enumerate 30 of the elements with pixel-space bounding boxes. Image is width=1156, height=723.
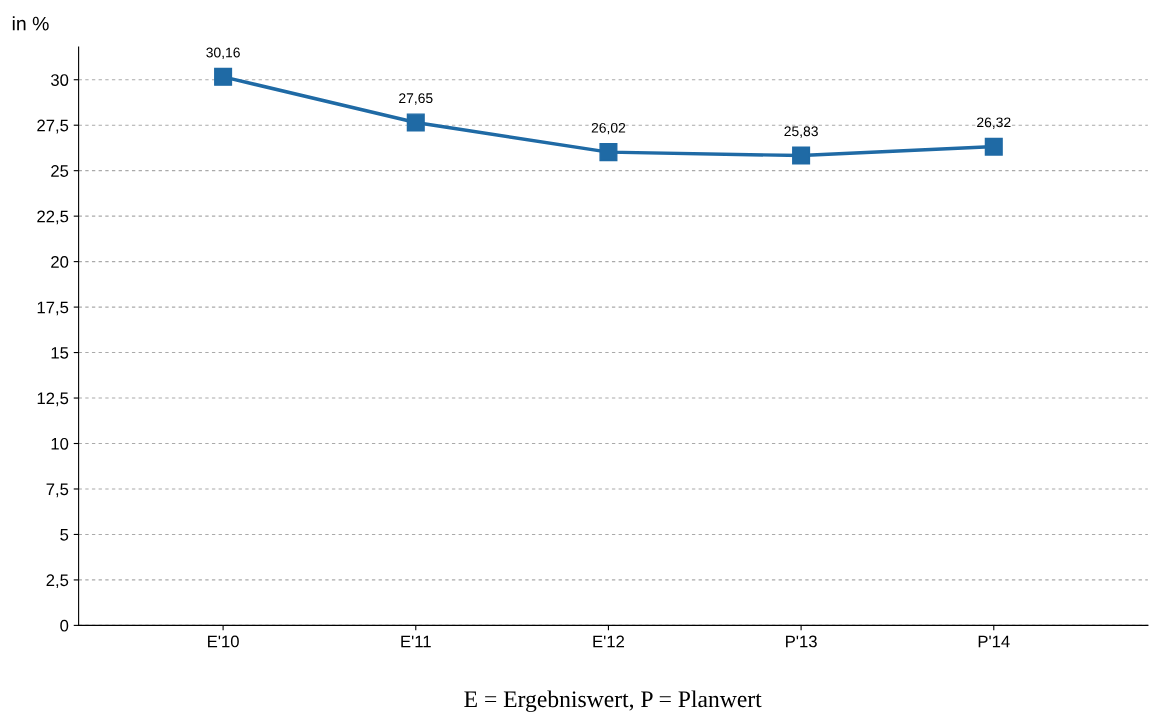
y-tick-label: 27,5 <box>37 119 69 134</box>
x-tick-label: E'11 <box>401 635 431 648</box>
x-tick-label: E'10 <box>208 635 239 648</box>
y-tick-label: 10 <box>51 437 69 450</box>
y-tick-label: 30 <box>50 74 69 86</box>
y-tick-label: 12,5 <box>37 392 69 407</box>
point <box>214 67 233 86</box>
x-tick-label: E'12 <box>593 635 625 648</box>
point <box>984 137 1003 156</box>
data-label: 27,65 <box>399 93 433 105</box>
point <box>792 146 811 165</box>
y-axis-title: in % <box>12 16 49 31</box>
y-tick-label: 15 <box>51 347 69 359</box>
x-tick-label: P'14 <box>978 635 1010 648</box>
y-tick-label: 2,5 <box>46 574 69 589</box>
data-label: 30,16 <box>206 47 240 60</box>
y-tick-label: 20 <box>51 256 69 268</box>
text: E = Ergebniswert, P = Planwert <box>464 690 762 713</box>
y-tick-label: 17,5 <box>37 301 69 316</box>
point <box>599 143 618 162</box>
data-label: 25,83 <box>784 126 818 138</box>
x-tick-label: P'13 <box>786 635 817 648</box>
y-tick-label: 25 <box>51 165 69 177</box>
y-tick-label: 0 <box>60 619 69 632</box>
point <box>406 113 425 132</box>
y-tick-label: 22,5 <box>37 210 69 225</box>
y-tick-label: 7,5 <box>46 483 69 498</box>
data-label: 26,02 <box>591 122 626 135</box>
y-tick-label: 5 <box>60 529 69 541</box>
data-label: 26,32 <box>977 117 1011 129</box>
